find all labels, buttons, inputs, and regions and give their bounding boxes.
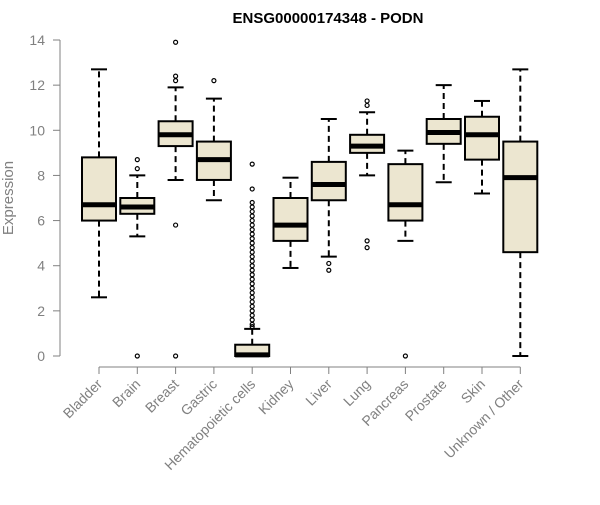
outlier-point	[134, 157, 140, 163]
box-iqr	[502, 140, 539, 254]
outlier-point	[249, 186, 255, 192]
outlier-point	[402, 353, 408, 359]
outlier-point	[249, 285, 255, 291]
x-tick-label: Kidney	[255, 376, 297, 418]
outlier-point	[173, 78, 179, 84]
outlier-point	[249, 199, 255, 206]
y-tick-label: 0	[37, 348, 45, 364]
box-iqr	[310, 160, 347, 202]
outlier-point	[249, 263, 255, 269]
outlier-point	[249, 290, 255, 296]
box-group	[502, 68, 539, 357]
outlier-point	[249, 321, 255, 327]
outlier-point	[249, 303, 255, 309]
outlier-point	[249, 308, 255, 314]
plot-area	[81, 39, 539, 359]
outlier-point	[173, 222, 179, 228]
x-tick-label: Skin	[458, 376, 489, 407]
y-tick-label: 14	[29, 32, 45, 48]
outlier-point	[364, 102, 370, 109]
outlier-point	[364, 238, 370, 244]
outlier-point	[249, 204, 255, 210]
outlier-point	[364, 245, 370, 251]
box-group	[81, 68, 117, 299]
box-iqr	[387, 163, 424, 222]
x-tick-label: Brain	[109, 376, 143, 410]
box-group	[234, 161, 271, 358]
outlier-point	[249, 222, 255, 228]
outlier-point	[173, 353, 179, 359]
y-tick-label: 2	[37, 303, 45, 319]
x-tick-label: Lung	[340, 376, 373, 409]
outlier-point	[249, 236, 255, 242]
outlier-point	[364, 98, 370, 104]
outlier-point	[134, 353, 140, 359]
outlier-point	[249, 272, 255, 278]
outlier-point	[249, 213, 255, 219]
box-group	[310, 118, 347, 273]
outlier-point	[249, 299, 255, 305]
outlier-point	[249, 249, 255, 255]
y-tick-label: 10	[29, 122, 45, 138]
outlier-point	[249, 217, 255, 224]
chart-title: ENSG00000174348 - PODN	[233, 10, 424, 27]
box-group	[272, 176, 309, 269]
y-tick-label: 4	[37, 258, 45, 274]
outlier-point	[134, 166, 140, 172]
x-tick-label: Breast	[142, 376, 182, 416]
x-tick-label: Liver	[302, 376, 335, 409]
box-group	[349, 98, 386, 251]
outlier-point	[249, 317, 255, 323]
outlier-point	[249, 240, 255, 246]
x-tick-label: Prostate	[402, 376, 450, 424]
outlier-point	[249, 245, 255, 251]
outlier-point	[173, 39, 179, 45]
y-tick-label: 8	[37, 167, 45, 183]
outlier-point	[249, 267, 255, 273]
outlier-point	[249, 161, 255, 167]
y-tick-label: 12	[29, 77, 45, 93]
outlier-point	[249, 208, 255, 215]
box-group	[464, 99, 500, 195]
box-iqr	[272, 197, 309, 242]
outlier-point	[249, 258, 255, 264]
box-group	[157, 39, 194, 359]
outlier-point	[249, 231, 255, 237]
y-axis: 0 2 4 6 8 10 12 14	[29, 32, 61, 364]
outlier-point	[326, 267, 332, 273]
x-tick-label: Bladder	[60, 376, 106, 422]
outlier-point	[249, 294, 255, 300]
y-axis-title: Expression	[0, 161, 17, 235]
box-group	[195, 78, 232, 202]
outlier-point	[249, 281, 255, 287]
outlier-point	[249, 254, 255, 260]
box-group	[425, 84, 462, 184]
outlier-point	[173, 73, 179, 79]
box-iqr	[81, 156, 117, 222]
outlier-point	[211, 78, 217, 84]
outlier-point	[249, 312, 255, 318]
y-tick-label: 6	[37, 213, 45, 229]
box-group	[119, 157, 156, 359]
outlier-point	[326, 260, 332, 267]
outlier-point	[249, 227, 255, 233]
box-group	[387, 149, 424, 359]
box-iqr	[464, 115, 500, 161]
outlier-point	[249, 324, 255, 330]
outlier-point	[249, 276, 255, 282]
